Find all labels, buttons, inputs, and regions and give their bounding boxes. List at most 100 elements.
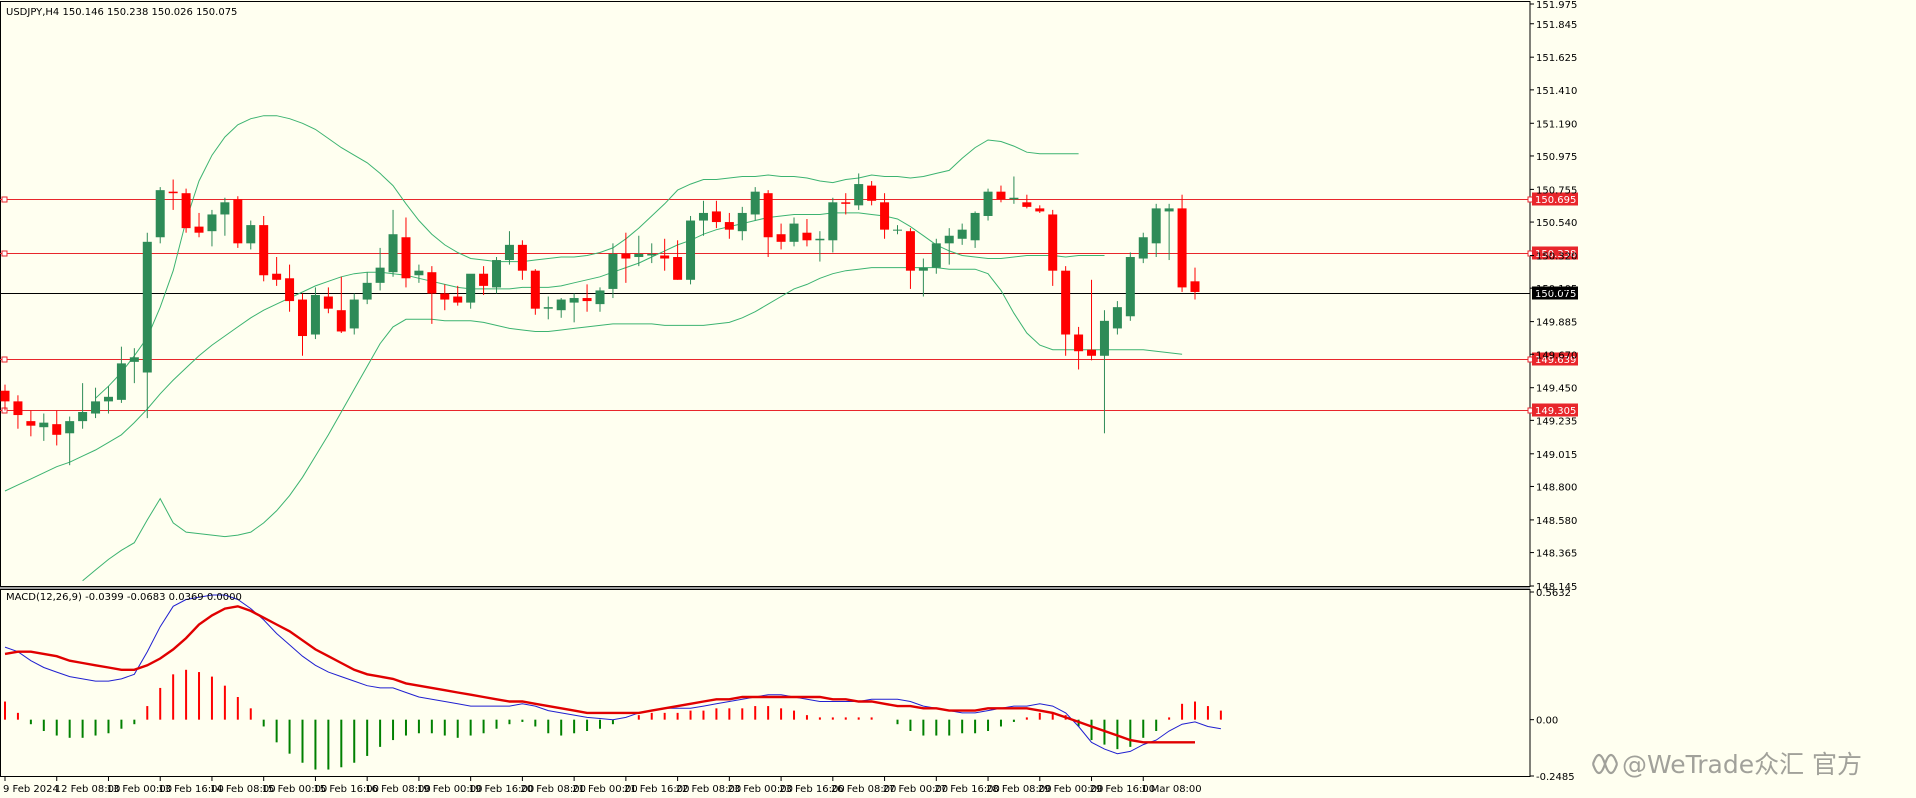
- candle[interactable]: [517, 240, 527, 280]
- candle[interactable]: [970, 211, 980, 248]
- candle[interactable]: [1022, 194, 1032, 209]
- candle[interactable]: [724, 212, 734, 239]
- candle[interactable]: [246, 220, 256, 250]
- candle[interactable]: [492, 257, 502, 294]
- candle[interactable]: [427, 266, 437, 324]
- candle[interactable]: [931, 238, 941, 274]
- candle[interactable]: [737, 206, 747, 241]
- candle[interactable]: [362, 272, 372, 305]
- candle[interactable]: [323, 287, 333, 314]
- candle[interactable]: [220, 197, 230, 236]
- candle[interactable]: [763, 190, 773, 258]
- candle[interactable]: [259, 215, 269, 282]
- candle[interactable]: [336, 276, 346, 333]
- panel-separator[interactable]: [0, 587, 1530, 589]
- candle[interactable]: [1125, 252, 1135, 321]
- candle[interactable]: [957, 223, 967, 245]
- candle[interactable]: [181, 188, 191, 233]
- candle[interactable]: [78, 383, 88, 429]
- candle[interactable]: [893, 225, 902, 235]
- candle[interactable]: [13, 395, 23, 429]
- level-handle[interactable]: [1, 250, 8, 257]
- candle[interactable]: [388, 209, 398, 277]
- candle[interactable]: [582, 284, 592, 312]
- candle[interactable]: [776, 223, 786, 250]
- candle[interactable]: [116, 346, 126, 403]
- candle[interactable]: [1074, 326, 1084, 370]
- candle[interactable]: [595, 287, 605, 312]
- level-handle[interactable]: [1, 356, 8, 363]
- candle[interactable]: [802, 219, 812, 247]
- candle[interactable]: [905, 228, 915, 289]
- candle[interactable]: [1112, 301, 1122, 335]
- candle[interactable]: [1177, 194, 1187, 292]
- candle[interactable]: [272, 257, 282, 286]
- candle[interactable]: [414, 264, 424, 283]
- candle[interactable]: [621, 232, 631, 283]
- candle[interactable]: [91, 387, 101, 419]
- candle[interactable]: [996, 185, 1006, 203]
- candle[interactable]: [375, 247, 385, 291]
- candle[interactable]: [918, 258, 928, 297]
- candle[interactable]: [155, 187, 165, 244]
- candle[interactable]: [453, 285, 463, 306]
- candle[interactable]: [233, 196, 243, 248]
- candle[interactable]: [569, 293, 579, 323]
- candle[interactable]: [466, 273, 476, 309]
- candle[interactable]: [530, 269, 540, 315]
- candle[interactable]: [285, 264, 295, 312]
- candle[interactable]: [867, 181, 877, 206]
- candle[interactable]: [168, 179, 178, 210]
- candle[interactable]: [440, 284, 450, 311]
- candle[interactable]: [401, 217, 411, 288]
- candle[interactable]: [1138, 232, 1148, 264]
- main-price-panel[interactable]: [0, 1, 1534, 590]
- candle[interactable]: [298, 293, 307, 356]
- candle[interactable]: [504, 231, 514, 265]
- candle[interactable]: [750, 187, 760, 221]
- candle[interactable]: [673, 240, 683, 280]
- candle[interactable]: [1151, 203, 1161, 258]
- candle[interactable]: [26, 410, 36, 437]
- candle[interactable]: [815, 231, 825, 262]
- candle[interactable]: [52, 410, 62, 446]
- candle[interactable]: [103, 386, 113, 414]
- candle[interactable]: [310, 287, 320, 340]
- candle[interactable]: [349, 293, 359, 335]
- candle[interactable]: [194, 212, 204, 238]
- candle[interactable]: [1087, 279, 1097, 361]
- level-handle[interactable]: [1, 196, 8, 203]
- candle[interactable]: [142, 232, 152, 419]
- candle[interactable]: [634, 235, 644, 267]
- candle[interactable]: [789, 217, 799, 247]
- candle[interactable]: [0, 384, 10, 411]
- macd-panel[interactable]: [0, 589, 1531, 777]
- candle[interactable]: [1190, 267, 1200, 300]
- candle[interactable]: [1035, 205, 1045, 213]
- candle[interactable]: [854, 173, 864, 210]
- candle[interactable]: [660, 238, 670, 271]
- candle[interactable]: [543, 296, 553, 320]
- candle[interactable]: [39, 413, 49, 441]
- candle[interactable]: [1099, 310, 1109, 434]
- candle[interactable]: [1061, 266, 1071, 356]
- candle[interactable]: [129, 348, 139, 384]
- candle[interactable]: [207, 209, 217, 247]
- candle[interactable]: [841, 193, 851, 215]
- candle[interactable]: [711, 200, 721, 229]
- candle[interactable]: [1048, 209, 1058, 286]
- candle[interactable]: [983, 188, 993, 221]
- candle[interactable]: [1009, 176, 1019, 204]
- candle[interactable]: [686, 215, 696, 285]
- candle[interactable]: [479, 266, 489, 295]
- candle[interactable]: [647, 243, 657, 264]
- candle[interactable]: [698, 200, 708, 236]
- candle[interactable]: [944, 228, 954, 265]
- candle[interactable]: [65, 416, 75, 466]
- candle[interactable]: [880, 193, 890, 239]
- candle[interactable]: [1164, 203, 1174, 261]
- candle[interactable]: [608, 243, 618, 299]
- candle[interactable]: [556, 298, 566, 318]
- candle[interactable]: [828, 197, 838, 253]
